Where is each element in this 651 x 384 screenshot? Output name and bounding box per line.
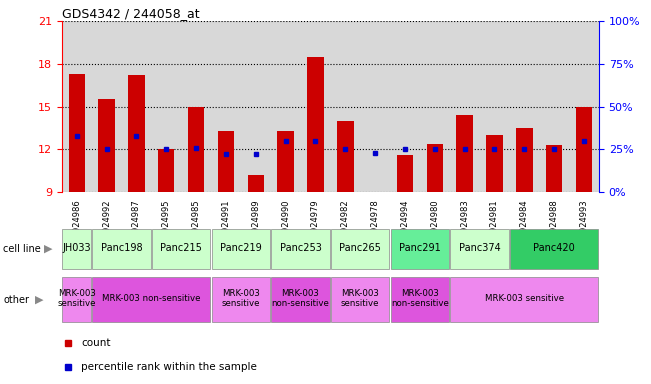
Text: ▶: ▶ — [35, 295, 43, 305]
Bar — [271, 277, 330, 322]
Bar — [569, 21, 599, 192]
Bar — [271, 21, 301, 192]
Bar — [480, 21, 510, 192]
Bar — [188, 107, 204, 192]
Bar — [456, 115, 473, 192]
Bar — [486, 135, 503, 192]
Bar — [62, 277, 91, 322]
Bar — [575, 107, 592, 192]
Bar — [331, 229, 389, 268]
Text: Panc215: Panc215 — [160, 243, 202, 253]
Bar — [360, 21, 390, 192]
Bar — [450, 229, 509, 268]
Bar — [307, 57, 324, 192]
Text: MRK-003 non-sensitive: MRK-003 non-sensitive — [102, 294, 201, 303]
Text: Panc420: Panc420 — [533, 243, 575, 253]
Bar — [450, 21, 480, 192]
Text: ▶: ▶ — [44, 243, 53, 254]
Bar — [331, 277, 389, 322]
Bar — [152, 229, 210, 268]
Bar — [516, 128, 533, 192]
Text: MRK-003 sensitive: MRK-003 sensitive — [485, 294, 564, 303]
Bar — [390, 21, 420, 192]
Text: count: count — [81, 338, 111, 348]
Bar — [122, 21, 151, 192]
Bar — [391, 229, 449, 268]
Text: Panc265: Panc265 — [339, 243, 381, 253]
Bar — [217, 131, 234, 192]
Bar — [241, 21, 271, 192]
Text: cell line: cell line — [3, 243, 41, 254]
Text: MRK-003
non-sensitive: MRK-003 non-sensitive — [391, 289, 449, 308]
Bar — [539, 21, 569, 192]
Text: MRK-003
non-sensitive: MRK-003 non-sensitive — [271, 289, 329, 308]
Text: Panc253: Panc253 — [280, 243, 322, 253]
Bar — [92, 229, 151, 268]
Text: GDS4342 / 244058_at: GDS4342 / 244058_at — [62, 7, 199, 20]
Bar — [337, 121, 353, 192]
Text: Panc374: Panc374 — [459, 243, 501, 253]
Text: Panc198: Panc198 — [101, 243, 143, 253]
Bar — [271, 229, 330, 268]
Text: percentile rank within the sample: percentile rank within the sample — [81, 362, 257, 372]
Bar — [92, 21, 122, 192]
Bar — [426, 144, 443, 192]
Bar — [450, 277, 598, 322]
Bar — [181, 21, 211, 192]
Bar — [391, 277, 449, 322]
Bar — [151, 21, 181, 192]
Bar — [420, 21, 450, 192]
Bar — [158, 149, 174, 192]
Bar — [301, 21, 330, 192]
Bar — [98, 99, 115, 192]
Bar — [62, 21, 92, 192]
Bar — [247, 175, 264, 192]
Bar — [212, 229, 270, 268]
Bar — [128, 75, 145, 192]
Text: other: other — [3, 295, 29, 305]
Text: MRK-003
sensitive: MRK-003 sensitive — [341, 289, 380, 308]
Text: JH033: JH033 — [62, 243, 91, 253]
Bar — [211, 21, 241, 192]
Bar — [277, 131, 294, 192]
Text: Panc219: Panc219 — [220, 243, 262, 253]
Bar — [92, 277, 210, 322]
Text: Panc291: Panc291 — [399, 243, 441, 253]
Bar — [62, 229, 91, 268]
Text: MRK-003
sensitive: MRK-003 sensitive — [221, 289, 260, 308]
Bar — [510, 229, 598, 268]
Bar — [212, 277, 270, 322]
Bar — [396, 155, 413, 192]
Text: MRK-003
sensitive: MRK-003 sensitive — [57, 289, 96, 308]
Bar — [330, 21, 360, 192]
Bar — [510, 21, 539, 192]
Bar — [68, 74, 85, 192]
Bar — [546, 145, 562, 192]
